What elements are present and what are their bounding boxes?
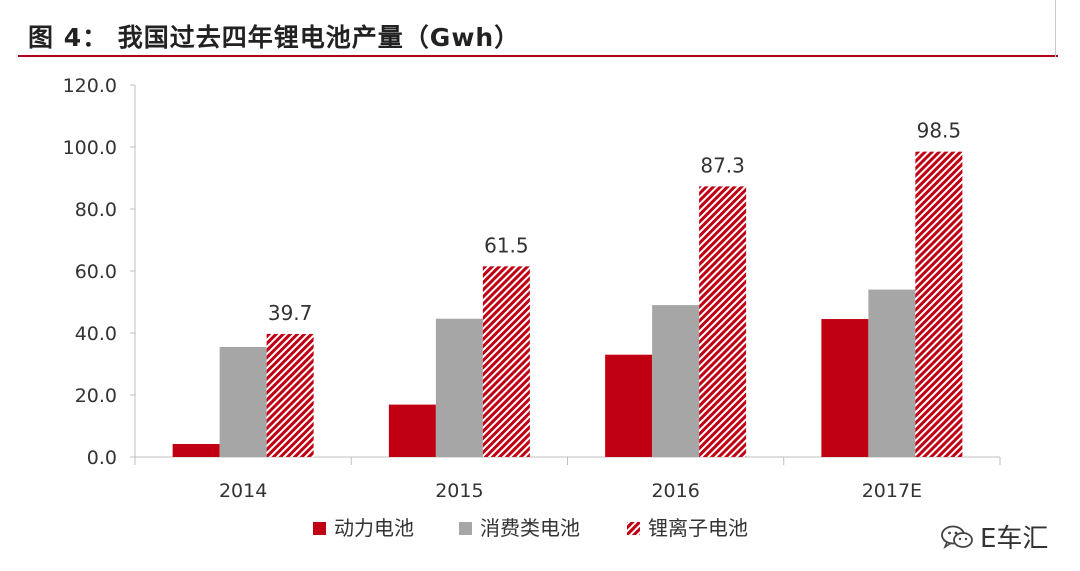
bar-power-2014 [172,443,220,457]
x-tick-label: 2017E [862,480,922,502]
bar-consumer-2014 [219,346,267,457]
y-tick-label: 0.0 [87,447,117,469]
bar-lithium-ion-2015 [482,266,530,457]
data-label: 39.7 [268,301,313,325]
legend-swatch [627,522,640,535]
right-rule [1055,0,1056,57]
bar-power-2017E [821,319,869,457]
y-tick-label: 60.0 [75,261,117,283]
legend-label: 锂离子电池 [648,516,748,540]
wechat-icon [941,525,973,549]
y-axis: 0.0 20.0 40.0 60.0 80.0 100.0 120.0 [63,75,136,469]
bar-consumer-2016 [652,305,700,457]
y-tick-label: 40.0 [75,323,117,345]
bar-lithium-ion-2014 [266,333,314,457]
legend-swatch [313,522,326,535]
y-tick-label: 80.0 [75,199,117,221]
data-label: 98.5 [917,119,962,143]
y-tick-label: 20.0 [75,385,117,407]
y-tick-label: 120.0 [63,75,117,97]
legend: 动力电池 消费类电池 锂离子电池 [313,516,748,540]
bar-power-2015 [388,404,436,457]
x-tick-label: 2015 [435,480,483,502]
data-labels: 39.7 61.5 87.3 98.5 [268,119,961,325]
bar-power-2016 [605,354,653,457]
watermark: E车汇 [940,518,1048,555]
x-tick-label: 2014 [219,480,267,502]
bar-consumer-2017E [868,289,916,457]
legend-swatch [459,522,472,535]
bar-lithium-ion-2016 [699,186,747,457]
title-rule [18,55,1058,57]
bar-lithium-ion-2017E [915,151,963,457]
figure-title: 图 4： 我国过去四年锂电池产量（Gwh） [28,23,521,52]
legend-label: 消费类电池 [480,516,580,540]
y-tick-label: 100.0 [63,137,117,159]
watermark-text: E车汇 [980,524,1049,554]
data-label: 61.5 [484,233,529,257]
data-label: 87.3 [700,153,745,177]
x-axis: 2014 2015 2016 2017E [134,456,1001,502]
x-tick-label: 2016 [651,480,699,502]
legend-label: 动力电池 [334,516,414,540]
bar-consumer-2015 [435,318,483,457]
bars [172,151,963,457]
